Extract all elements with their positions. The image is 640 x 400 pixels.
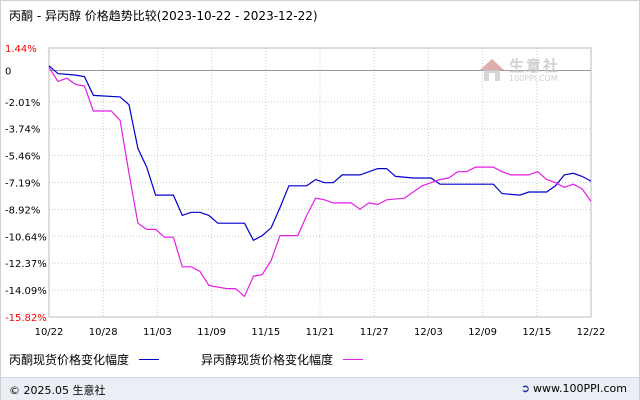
y-tick-label: 0 <box>5 66 11 77</box>
date-range: (2023-10-22 - 2023-12-22) <box>156 9 318 23</box>
legend: 丙酮现货价格变化幅度 异丙醇现货价格变化幅度 <box>9 351 429 369</box>
circle-arrow-icon: ➲ <box>520 382 531 395</box>
y-tick-label: -5.46% <box>5 152 40 163</box>
price-trend-chart: 1.44% 0 -2.01% -3.74% -5.46% -7.19% -8.92% -10.… <box>5 44 606 338</box>
legend-item-ipa: 异丙醇现货价格变化幅度 <box>201 351 364 368</box>
watermark-cn: 生意社 <box>509 57 561 75</box>
legend-swatch-ipa <box>343 359 364 360</box>
y-tick-label: -3.74% <box>5 125 40 136</box>
x-tick-label: 10/28 <box>89 327 118 338</box>
legend-item-acetone: 丙酮现货价格变化幅度 <box>9 351 160 368</box>
legend-label-acetone: 丙酮现货价格变化幅度 <box>9 353 130 367</box>
y-tick-label: -7.19% <box>5 179 40 190</box>
site-url[interactable]: www.100PPI.com <box>533 382 627 395</box>
x-tick-label: 11/15 <box>251 327 280 338</box>
y-tick-label: 1.44% <box>5 44 37 55</box>
y-tick-label: -8.92% <box>5 205 40 216</box>
x-tick-label: 12/03 <box>414 327 443 338</box>
x-tick-label: 12/22 <box>577 327 606 338</box>
legend-swatch-acetone <box>139 359 160 360</box>
x-tick-label: 12/15 <box>522 327 551 338</box>
x-tick-label: 10/22 <box>35 327 64 338</box>
series-line-ipa <box>48 66 592 298</box>
y-tick-label: -12.37% <box>5 259 47 270</box>
y-tick-label: -10.64% <box>5 232 47 243</box>
copyright-text: © 2025.05 生意社 <box>9 384 106 397</box>
copyright-value: 2025.05 生意社 <box>23 384 106 397</box>
legend-label-ipa: 异丙醇现货价格变化幅度 <box>201 353 334 367</box>
y-tick-label: -14.09% <box>5 286 47 297</box>
watermark: 生意社 100PPI.COM <box>479 53 589 89</box>
watermark-en: 100PPI.COM <box>509 74 558 83</box>
chart-title-row: 丙酮 - 异丙醇 价格趋势比较(2023-10-22 - 2023-12-22) <box>9 7 318 24</box>
plot-border <box>48 47 592 318</box>
y-tick-label: -15.82% <box>5 313 47 324</box>
footer-bar: © 2025.05 生意社 ➲ www.100PPI.com <box>1 377 639 400</box>
house-logo-icon <box>480 59 504 81</box>
x-tick-label: 11/09 <box>197 327 226 338</box>
site-link[interactable]: ➲ www.100PPI.com <box>521 382 627 395</box>
x-tick-label: 11/21 <box>306 327 335 338</box>
y-tick-label: -2.01% <box>5 98 40 109</box>
x-tick-label: 12/09 <box>468 327 497 338</box>
chart-title: 丙酮 - 异丙醇 价格趋势比较 <box>9 9 157 23</box>
series-line-acetone <box>48 65 592 242</box>
x-tick-label: 11/27 <box>360 327 389 338</box>
x-tick-label: 11/03 <box>143 327 172 338</box>
